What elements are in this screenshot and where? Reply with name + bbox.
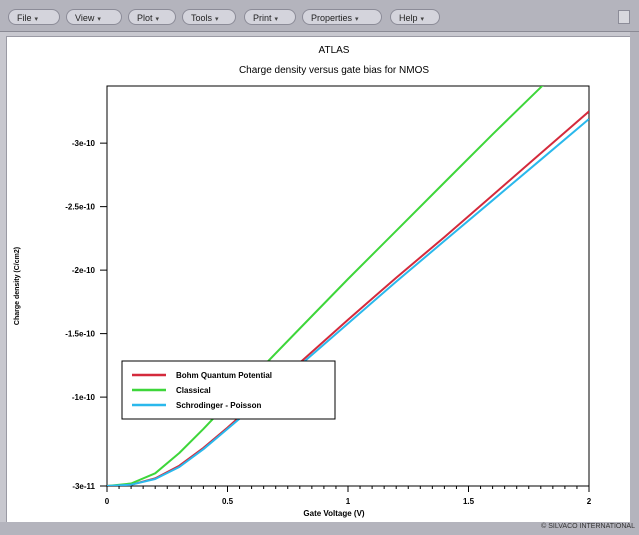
chart-subtitle: Charge density versus gate bias for NMOS (239, 65, 429, 76)
triangle-down-icon: ▾ (34, 16, 39, 23)
plot-canvas: ATLAS Charge density versus gate bias for… (6, 36, 630, 523)
properties-menu-button[interactable]: Properties ▾ (302, 9, 382, 25)
triangle-down-icon: ▾ (155, 16, 160, 23)
help-menu-button[interactable]: Help ▾ (390, 9, 440, 25)
properties-menu-label: Properties (311, 13, 353, 23)
y-tick-label: -3e-11 (72, 482, 95, 491)
y-tick-label: -1e-10 (72, 393, 96, 402)
print-menu-button[interactable]: Print ▾ (244, 9, 296, 25)
x-axis-label: Gate Voltage (V) (303, 509, 365, 518)
file-menu-label: File (17, 13, 32, 23)
view-menu-label: View (75, 13, 95, 23)
tools-menu-label: Tools (191, 13, 213, 23)
x-tick-label: 0.5 (222, 497, 234, 506)
window-corner-button[interactable] (618, 10, 630, 24)
legend-entry-label: Schrodinger - Poisson (176, 401, 261, 410)
file-menu-button[interactable]: File ▾ (8, 9, 60, 25)
legend-entry-label: Classical (176, 386, 211, 395)
plot-frame (106, 85, 590, 487)
line-chart: ATLAS Charge density versus gate bias for… (14, 45, 592, 518)
chart-title: ATLAS (319, 45, 350, 56)
y-tick-label: -2e-10 (72, 266, 96, 275)
plot-menu-label: Plot (137, 13, 153, 23)
copyright-text: © SILVACO INTERNATIONAL (541, 523, 635, 530)
x-tick-label: 2 (587, 497, 592, 506)
triangle-down-icon: ▾ (274, 16, 279, 23)
status-bar: © SILVACO INTERNATIONAL (0, 522, 639, 535)
window-right-border (630, 32, 639, 522)
x-tick-label: 0 (105, 497, 110, 506)
view-menu-button[interactable]: View ▾ (66, 9, 122, 25)
print-menu-label: Print (253, 13, 272, 23)
x-tick-label: 1 (346, 497, 351, 506)
triangle-down-icon: ▾ (215, 16, 219, 23)
series-line-bohm-quantum-potential (107, 110, 589, 486)
tools-menu-button[interactable]: Tools ▾ (182, 9, 236, 25)
y-axis-label: Charge density (C/cm2) (14, 247, 21, 325)
help-menu-label: Help (399, 13, 418, 23)
x-tick-label: 1.5 (463, 497, 475, 506)
triangle-down-icon: ▾ (355, 16, 359, 23)
legend-entry-label: Bohm Quantum Potential (176, 371, 272, 380)
triangle-down-icon: ▾ (97, 16, 101, 23)
triangle-down-icon: ▾ (420, 16, 425, 23)
y-tick-label: -1.5e-10 (65, 330, 95, 339)
menu-bar: File ▾ View ▾ Plot ▾ Tools ▾ Print ▾ Properti… (0, 0, 639, 32)
y-tick-label: -2.5e-10 (65, 203, 95, 212)
y-tick-label: -3e-10 (72, 139, 96, 148)
series-line-classical (107, 86, 544, 486)
plot-menu-button[interactable]: Plot ▾ (128, 9, 176, 25)
